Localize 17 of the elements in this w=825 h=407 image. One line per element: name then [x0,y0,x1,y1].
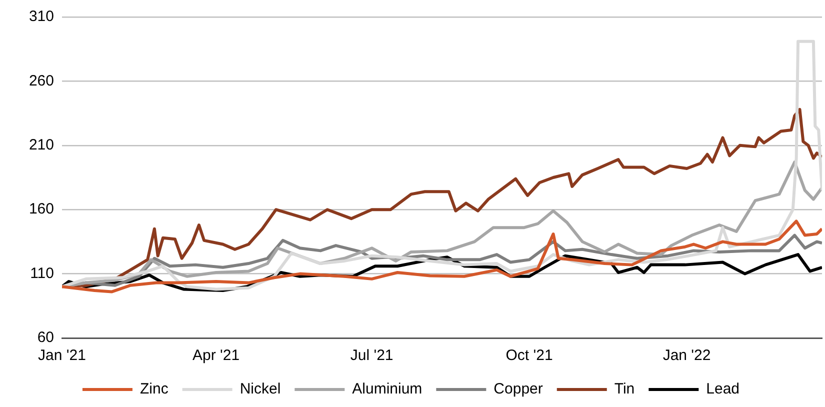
legend-label: Nickel [240,380,281,398]
y-tick-label: 310 [28,8,54,26]
legend-label: Zinc [140,380,169,398]
legend-label: Aluminium [352,380,422,398]
y-tick-label: 260 [28,72,54,90]
y-tick-label: 160 [28,200,54,218]
legend-label: Copper [494,380,543,398]
x-tick-label: Jul '21 [350,347,394,364]
legend-label: Lead [706,380,740,398]
x-tick-label: Apr '21 [192,347,240,364]
y-tick-label: 110 [30,264,54,282]
legend-label: Tin [614,380,635,398]
y-tick-label: 210 [28,136,54,154]
x-tick-label: Oct '21 [506,347,553,364]
y-tick-label: 60 [37,329,54,346]
x-tick-label: Jan '22 [662,347,711,364]
x-tick-label: Jan '21 [38,347,86,364]
